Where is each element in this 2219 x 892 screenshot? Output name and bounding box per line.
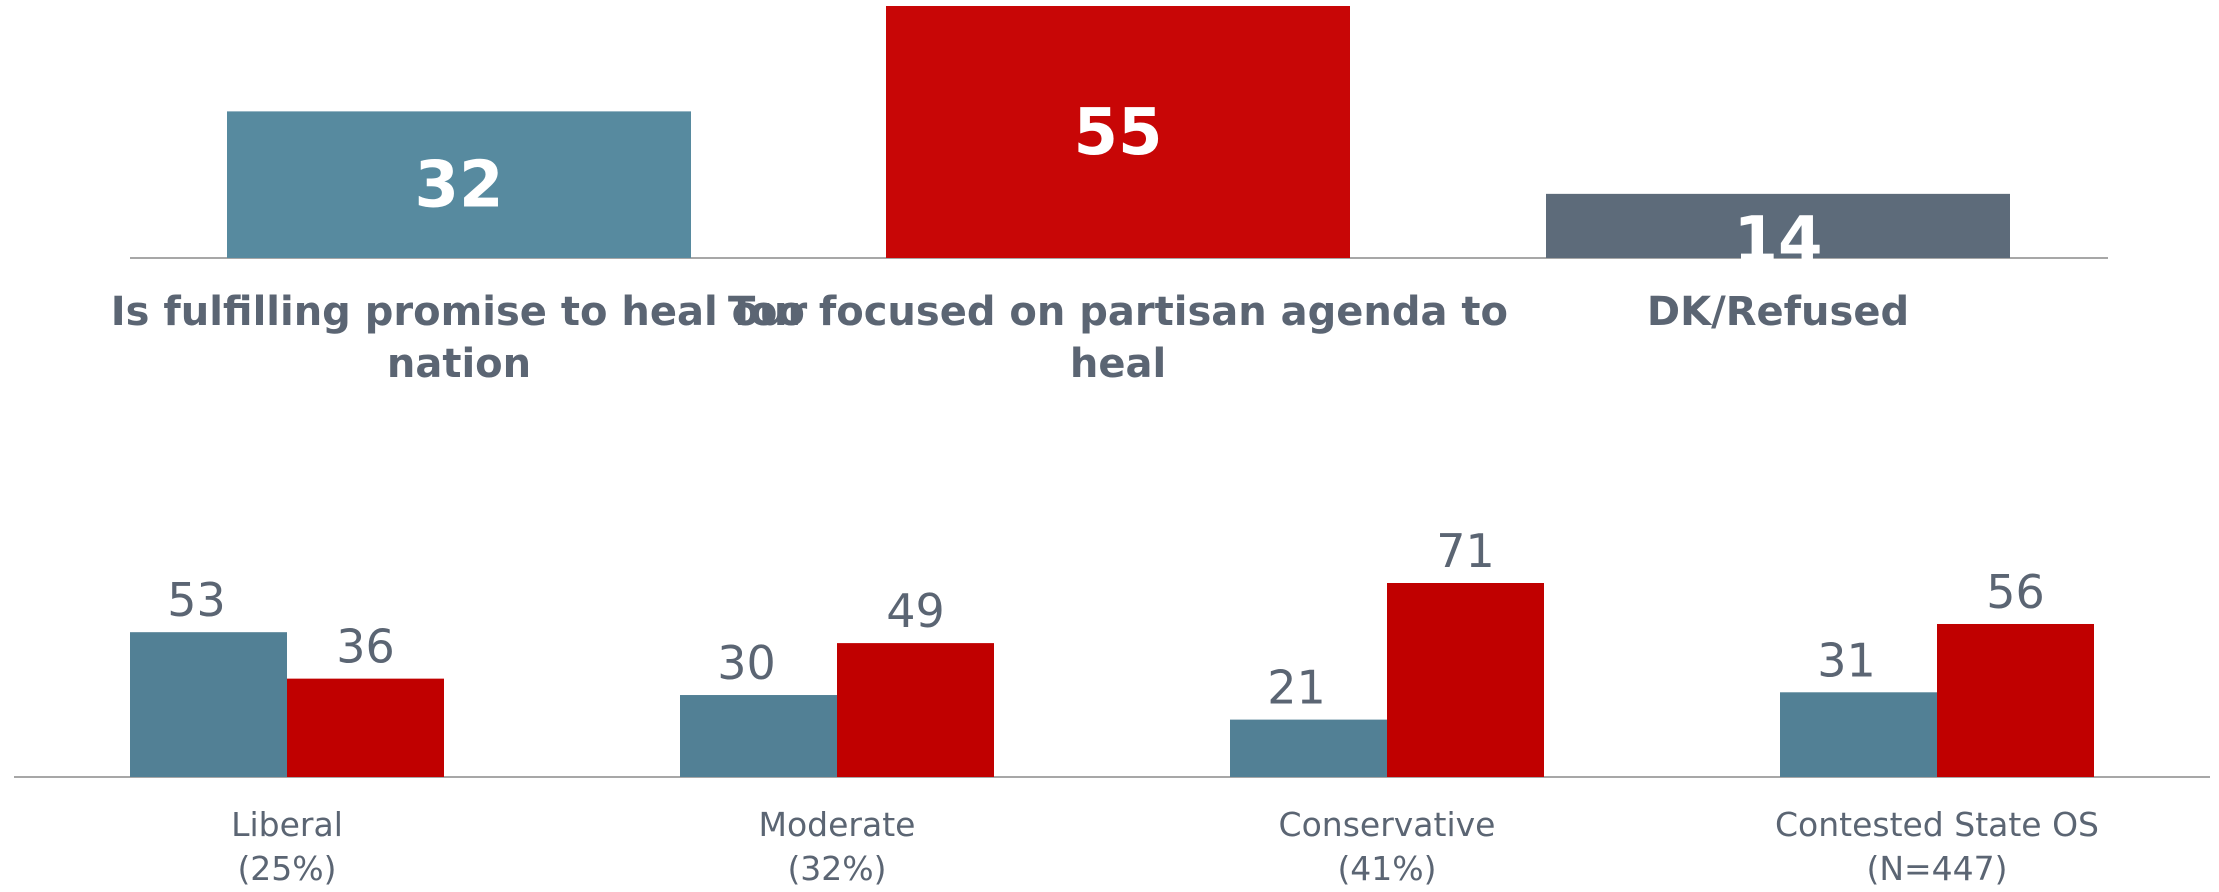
category-label-dk-refused-line-1: DK/Refused — [1647, 289, 1909, 335]
data-label-partisan: 55 — [1073, 96, 1162, 170]
group-label-liberal-line-2: (25%) — [237, 849, 336, 888]
group-label-conservative-line-1: Conservative — [1279, 805, 1496, 844]
bar-fulfilling — [227, 111, 691, 258]
data-label-contested-state-os-series-2: 56 — [1986, 565, 2045, 619]
bar-partisan — [886, 6, 1350, 258]
category-label-fulfilling-line-2: nation — [387, 341, 531, 387]
category-label-partisan-line-2: heal — [1070, 341, 1166, 387]
bar-moderate-series-2 — [837, 643, 994, 777]
group-label-contested-state-os-line-2: (N=447) — [1866, 849, 2007, 888]
data-label-moderate-series-1: 30 — [717, 636, 776, 690]
bar-conservative-series-2 — [1387, 583, 1544, 777]
bar-contested-state-os-series-2 — [1937, 623, 2094, 777]
data-label-contested-state-os-series-1: 31 — [1817, 633, 1876, 687]
group-label-liberal-line-1: Liberal — [231, 805, 343, 844]
group-label-moderate-line-2: (32%) — [787, 849, 886, 888]
bar-liberal-series-2 — [287, 678, 444, 777]
bar-dk-refused — [1546, 193, 2010, 258]
data-label-liberal-series-2: 36 — [336, 620, 395, 674]
group-label-conservative-line-2: (41%) — [1337, 849, 1436, 888]
group-label-contested-state-os-line-1: Contested State OS — [1775, 805, 2099, 844]
data-label-moderate-series-2: 49 — [886, 584, 945, 638]
group-label-moderate-line-1: Moderate — [759, 805, 916, 844]
data-label-liberal-series-1: 53 — [167, 573, 226, 627]
category-label-fulfilling-line-1: Is fulfilling promise to heal our — [111, 289, 808, 335]
bar-liberal-series-1 — [130, 632, 287, 777]
data-label-conservative-series-1: 21 — [1267, 661, 1326, 715]
bar-contested-state-os-series-1 — [1780, 692, 1937, 777]
category-label-partisan-line-1: Too focused on partisan agenda to — [728, 289, 1508, 335]
data-label-dk-refused: 14 — [1733, 204, 1822, 278]
bar-conservative-series-1 — [1230, 719, 1387, 777]
bar-moderate-series-1 — [680, 695, 837, 777]
data-label-fulfilling: 32 — [414, 149, 503, 223]
data-label-conservative-series-2: 71 — [1436, 524, 1495, 578]
